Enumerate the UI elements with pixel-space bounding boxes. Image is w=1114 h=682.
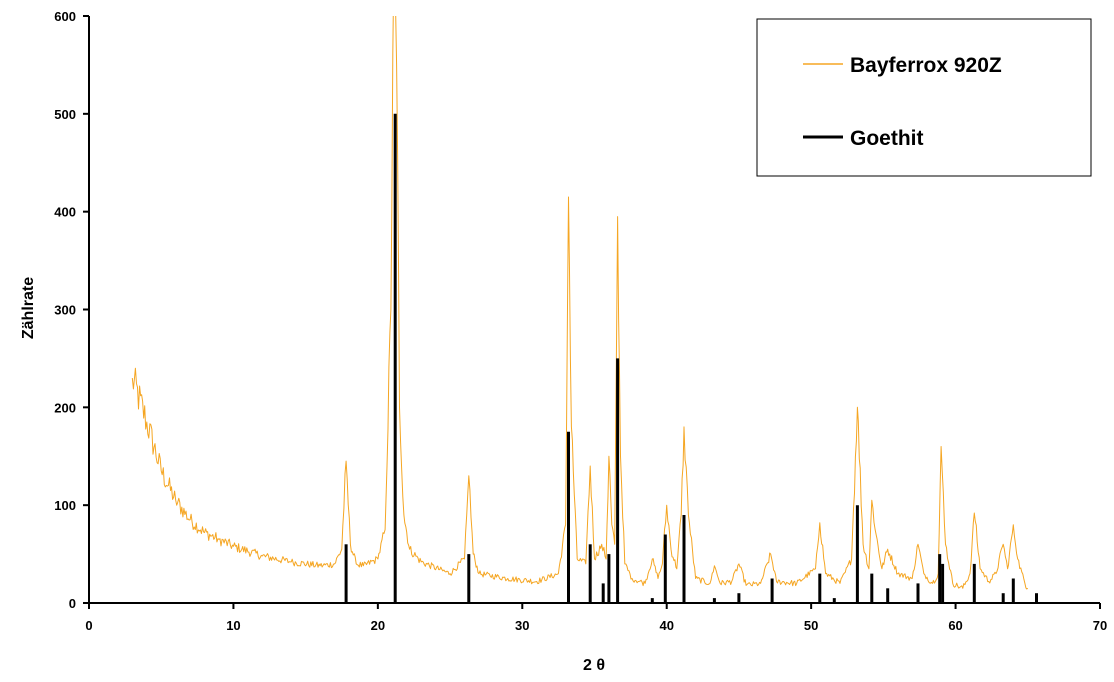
x-tick-label: 50 <box>804 618 818 633</box>
x-tick-label: 0 <box>85 618 92 633</box>
legend: Bayferrox 920Z Goethit <box>756 18 1092 177</box>
x-tick-label: 70 <box>1093 618 1107 633</box>
y-axis-title: Zählrate <box>20 277 37 339</box>
tick-labels: 0 10 20 30 40 50 60 70 0 100 200 300 400 500 600 <box>54 9 1107 633</box>
y-tick-label: 0 <box>69 596 76 611</box>
y-tick-label: 100 <box>54 498 76 513</box>
plot-area <box>131 16 1038 603</box>
x-tick-label: 40 <box>659 618 673 633</box>
x-tick-label: 20 <box>371 618 385 633</box>
y-tick-label: 200 <box>54 400 76 415</box>
y-tick-label: 400 <box>54 205 76 220</box>
x-axis-title: 2 θ <box>583 657 605 674</box>
legend-label-bayferrox: Bayferrox 920Z <box>850 54 1002 77</box>
y-tick-label: 500 <box>54 107 76 122</box>
x-tick-label: 30 <box>515 618 529 633</box>
y-tick-label: 600 <box>54 9 76 24</box>
x-tick-label: 60 <box>948 618 962 633</box>
y-tick-label: 300 <box>54 303 76 318</box>
axes <box>83 15 1101 609</box>
legend-box <box>756 18 1092 177</box>
series-line-bayferrox <box>131 16 1029 590</box>
x-tick-label: 10 <box>226 618 240 633</box>
legend-label-goethit: Goethit <box>850 127 924 150</box>
